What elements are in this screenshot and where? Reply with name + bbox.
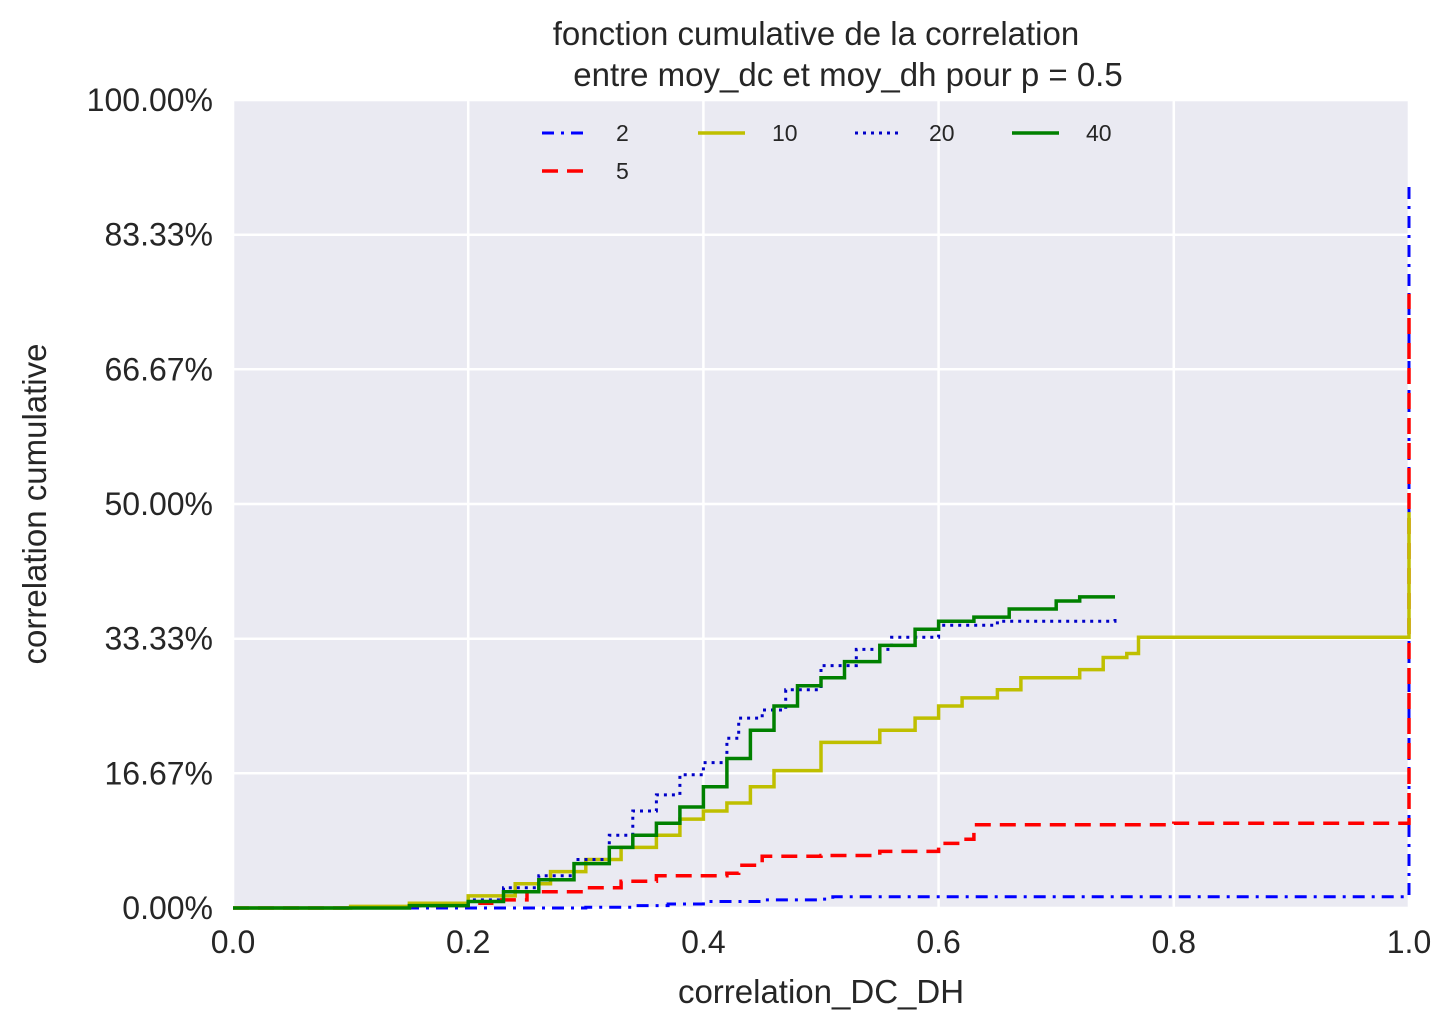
legend-label-2: 2 [616, 120, 629, 146]
series-line-40 [233, 595, 1115, 910]
y-tick-labels: 0.00% 16.67% 33.33% 50.00% 66.67% 83.33% 100.0… [87, 82, 213, 926]
y-tick-label: 16.67% [104, 755, 213, 791]
series-line-20 [233, 618, 1117, 910]
y-tick-label: 66.67% [104, 351, 213, 387]
x-tick-label: 0.0 [211, 924, 255, 960]
y-tick-label: 83.33% [104, 217, 213, 253]
legend-label-20: 20 [929, 120, 955, 146]
y-tick-label: 0.00% [122, 890, 213, 926]
chart-title-line2: entre moy_dc et moy_dh pour p = 0.5 [573, 56, 1122, 93]
x-tick-label: 1.0 [1387, 924, 1431, 960]
series-line-5 [233, 293, 1411, 910]
legend-label-40: 40 [1086, 120, 1112, 146]
x-axis-label: correlation_DC_DH [678, 973, 964, 1010]
chart-title-line1: fonction cumulative de la correlation [553, 15, 1079, 52]
y-tick-label: 50.00% [104, 486, 213, 522]
series-layer [233, 180, 1411, 910]
x-tick-labels: 0.0 0.2 0.4 0.6 0.8 1.0 [211, 924, 1431, 960]
y-tick-label: 100.00% [87, 82, 213, 118]
x-tick-label: 0.2 [446, 924, 490, 960]
legend: 2 5 10 20 40 [542, 120, 1112, 184]
legend-label-10: 10 [772, 120, 798, 146]
y-tick-label: 33.33% [104, 621, 213, 657]
x-tick-label: 0.6 [916, 924, 960, 960]
x-tick-label: 0.8 [1152, 924, 1196, 960]
x-tick-label: 0.4 [681, 924, 725, 960]
legend-label-5: 5 [616, 158, 629, 184]
grid [231, 98, 1411, 910]
series-line-2 [233, 180, 1411, 910]
y-axis-label: correlation cumulative [16, 344, 53, 665]
